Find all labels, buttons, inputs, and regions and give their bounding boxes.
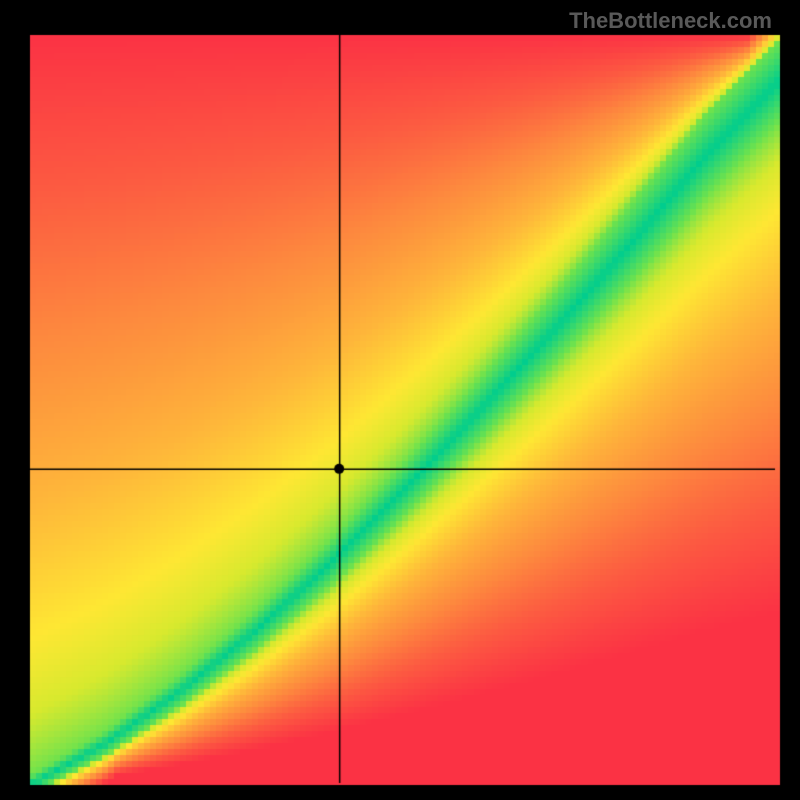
chart-container: { "watermark": { "text": "TheBottleneck.… [0,0,800,800]
watermark-text: TheBottleneck.com [569,8,772,34]
bottleneck-heatmap [0,0,800,800]
